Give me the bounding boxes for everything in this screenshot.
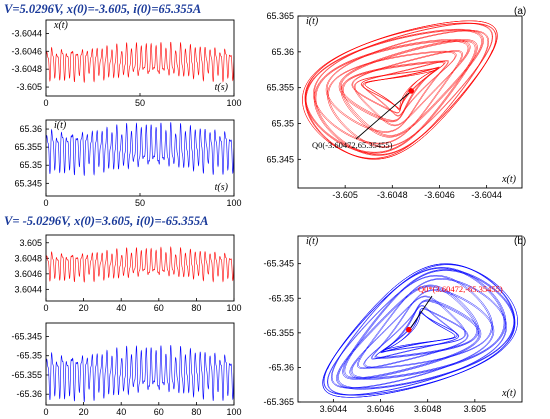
x-tick-label: 80 (191, 303, 201, 313)
y-tick-label: -3.6044 (11, 28, 42, 38)
y-tick-label: 65.355 (266, 83, 294, 93)
x-axis-label: x(t) (501, 174, 517, 185)
bottom-x-time-plot: 0 20 40 60 80 100 3.605 3.6048 3.6046 3.6044 (14, 234, 242, 313)
x-tick-label: 100 (226, 98, 241, 108)
x-tick-label: -3.6044 (471, 190, 502, 200)
y-axis-label: i(t) (54, 120, 67, 131)
x-tick-label: -3.605 (332, 190, 358, 200)
y-tick-label: -3.6046 (11, 46, 42, 56)
y-tick-label: 65.35 (19, 160, 42, 170)
x-axis-label: t(s) (215, 182, 229, 193)
y-tick-label: -65.35 (16, 351, 42, 361)
equilibrium-point (406, 326, 412, 333)
bottom-title: V= -5.0296V, x(0)=3.605, i(0)=-65.355A (4, 214, 208, 228)
y-axis-label: i(t) (306, 16, 319, 27)
x-tick-label: 40 (116, 303, 126, 313)
x-tick-label: 0 (43, 98, 48, 108)
x-axis-label: t(s) (215, 82, 229, 93)
bottom-i-time-plot: 0 20 40 60 80 100 -65.345 -65.35 -65.355 -65.36 (11, 322, 242, 417)
y-tick-label: -65.345 (11, 331, 42, 341)
series-line (45, 41, 235, 83)
y-tick-label: -65.355 (263, 328, 294, 338)
bottom-phase-portrait: 3.6044 3.6046 3.6048 3.605 -65.345 -65.35 -65.… (263, 235, 523, 414)
top-equilibrium-label: Q0(-3.60472,65.35455) (312, 140, 393, 150)
series-line (45, 345, 235, 403)
y-tick-label: -65.35 (268, 293, 294, 303)
y-axis-label: i(t) (306, 236, 319, 247)
series-line (45, 122, 235, 177)
x-tick-label: 100 (226, 407, 241, 417)
top-title: V=5.0296V, x(0)=-3.605, i(0)=65.355A (4, 2, 201, 16)
x-tick-label: 3.605 (464, 404, 487, 414)
x-tick-label: 50 (135, 198, 145, 208)
y-tick-label: 65.355 (14, 142, 42, 152)
plot-frame (45, 322, 235, 406)
x-tick-label: -3.6046 (424, 190, 455, 200)
y-tick-label: 65.36 (19, 124, 42, 134)
x-tick-label: 3.6044 (320, 404, 348, 414)
annotation-arrow (410, 295, 433, 328)
plot-frame (297, 235, 523, 403)
x-axis-label: x(t) (501, 388, 517, 399)
y-tick-label: 3.6048 (14, 253, 42, 263)
y-tick-label: -65.36 (268, 362, 294, 372)
x-tick-label: 20 (79, 303, 89, 313)
x-tick-label: 20 (79, 407, 89, 417)
y-tick-label: 65.36 (271, 47, 294, 57)
y-tick-label: 65.345 (266, 154, 294, 164)
x-tick-label: 100 (226, 198, 241, 208)
plot-frame (45, 19, 235, 97)
x-tick-label: 100 (226, 303, 241, 313)
y-tick-label: -65.355 (11, 370, 42, 380)
y-tick-label: 65.365 (266, 11, 294, 21)
y-tick-label: -65.36 (16, 389, 42, 399)
x-tick-label: 60 (154, 407, 164, 417)
y-tick-label: 65.35 (271, 119, 294, 129)
x-tick-label: -3.6048 (377, 190, 408, 200)
equilibrium-point (408, 88, 414, 94)
top-panel-label: (a) (514, 6, 526, 17)
y-tick-label: 65.345 (14, 178, 42, 188)
top-i-time-plot: 0 50 100 65.36 65.355 65.35 65.345 i(t) t(s) (14, 119, 242, 208)
plot-frame (45, 119, 235, 197)
y-tick-label: -65.345 (263, 259, 294, 269)
x-tick-label: 3.6046 (367, 404, 395, 414)
y-tick-label: 3.6046 (14, 269, 42, 279)
top-x-time-plot: 0 50 100 -3.6044 -3.6046 -3.6048 -3.605 x(t) t(s… (11, 19, 242, 108)
x-tick-label: 3.6048 (414, 404, 442, 414)
attractor-trajectory (322, 263, 518, 398)
series-line (45, 246, 235, 283)
x-tick-label: 0 (43, 407, 48, 417)
x-tick-label: 50 (135, 98, 145, 108)
y-tick-label: 3.605 (19, 238, 42, 248)
y-tick-label: -3.605 (16, 82, 42, 92)
x-tick-label: 60 (154, 303, 164, 313)
x-tick-label: 0 (43, 303, 48, 313)
y-axis-label: x(t) (53, 20, 69, 31)
y-tick-label: -3.6048 (11, 64, 42, 74)
annotation-arrow (355, 92, 410, 140)
x-tick-label: 0 (43, 198, 48, 208)
y-tick-label: -65.365 (263, 397, 294, 407)
bottom-panel-label: (b) (514, 236, 526, 247)
plot-frame (297, 15, 523, 189)
plot-frame (45, 234, 235, 302)
y-tick-label: 3.6044 (14, 284, 42, 294)
x-tick-label: 40 (116, 407, 126, 417)
top-phase-portrait: -3.605 -3.6048 -3.6046 -3.6044 65.365 65.36 65… (266, 11, 523, 200)
bottom-equilibrium-label: Q0*(3.60472,-65.35455) (418, 284, 503, 294)
attractor-trajectory (302, 20, 498, 160)
x-tick-label: 80 (191, 407, 201, 417)
